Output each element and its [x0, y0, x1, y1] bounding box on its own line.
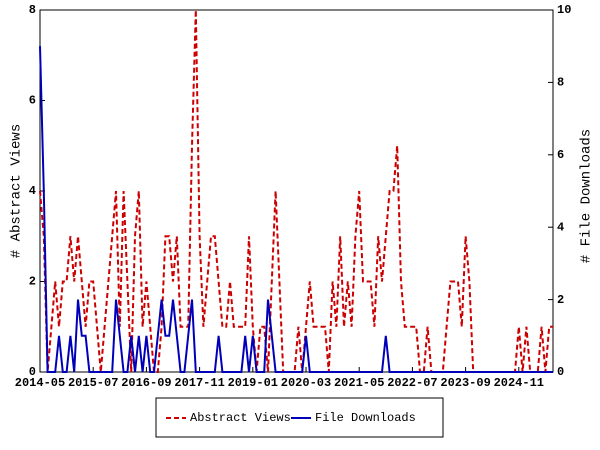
y2-tick-label: 0: [557, 365, 564, 379]
x-tick-label: 2020-03: [281, 376, 331, 390]
series-line: [39, 46, 553, 373]
x-tick-label: 2015-07: [68, 376, 118, 390]
y2-axis-title: # File Downloads: [579, 129, 595, 263]
x-tick-label: 2014-05: [15, 376, 65, 390]
legend-label: File Downloads: [315, 411, 416, 425]
x-tick-label: 2021-05: [334, 376, 384, 390]
x-tick-label: 2016-09: [121, 376, 171, 390]
x-tick-label: 2022-07: [387, 376, 437, 390]
y-tick-label: 0: [29, 365, 36, 379]
x-tick-label: 2017-11: [174, 376, 224, 390]
y-tick-label: 6: [29, 94, 36, 108]
series-line: [39, 9, 553, 373]
y-tick-label: 2: [29, 275, 36, 289]
y-tick-label: 4: [29, 184, 36, 198]
x-tick-label: 2023-09: [440, 376, 490, 390]
y2-tick-label: 6: [557, 148, 564, 162]
y-axis-title: # Abstract Views: [9, 124, 25, 258]
y2-tick-label: 2: [557, 293, 564, 307]
y2-tick-label: 4: [557, 220, 564, 234]
y2-tick-label: 8: [557, 76, 564, 90]
x-tick-label: 2024-11: [494, 376, 544, 390]
x-tick-label: 2019-01: [228, 376, 278, 390]
y2-tick-label: 10: [557, 3, 571, 17]
y-tick-label: 8: [29, 3, 36, 17]
legend-box: [155, 397, 444, 438]
legend-label: Abstract Views: [190, 411, 291, 425]
